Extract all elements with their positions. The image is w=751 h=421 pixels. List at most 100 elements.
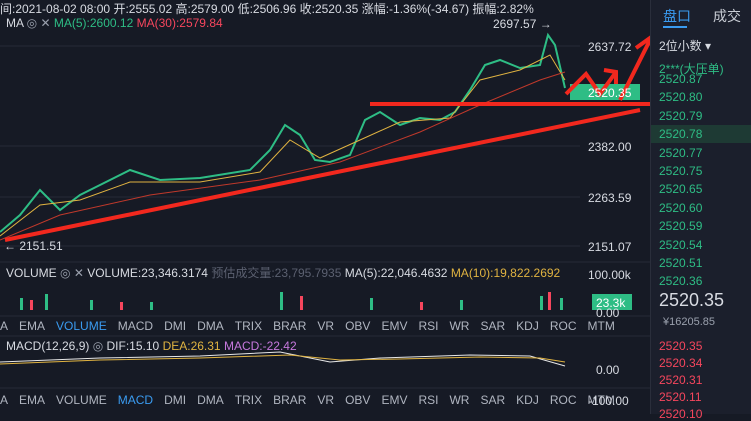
indicator-tab[interactable]: KDJ bbox=[516, 393, 539, 407]
indicator-tab[interactable]: BRAR bbox=[273, 393, 307, 407]
high-annotation: 2697.57 → bbox=[493, 17, 552, 31]
macd-label: MACD(12,26,9) bbox=[6, 339, 90, 353]
ask-price: 2520.79 bbox=[659, 108, 703, 123]
order-panel: 盘口 成交 2位小数 ▾ 2***(大压单) 2520.87 2520.80 252… bbox=[650, 0, 751, 421]
ask-price: 2520.87 bbox=[659, 72, 703, 86]
indicator-tab[interactable]: DMA bbox=[197, 393, 224, 407]
ask-price: 2520.65 bbox=[659, 182, 703, 197]
amplitude: 振幅:2.82% bbox=[472, 2, 534, 16]
indicator-tab[interactable]: EMA bbox=[19, 319, 46, 333]
dea: DEA:26.31 bbox=[162, 339, 221, 353]
tab-trades[interactable]: 成交 bbox=[713, 8, 741, 24]
indicator-tab[interactable]: OBV bbox=[345, 319, 371, 333]
low-annotation: ← 2151.51 bbox=[4, 239, 63, 253]
chart-canvas bbox=[0, 32, 650, 389]
macd-axis-bottom-text: -100.00 bbox=[588, 394, 629, 408]
ma5: MA(5):2600.12 bbox=[53, 16, 134, 30]
ask-price: 2520.78 bbox=[659, 127, 703, 142]
volume-current-tag: 23.3k bbox=[596, 296, 626, 310]
indicator-tab[interactable]: WR bbox=[449, 393, 470, 407]
volume-tag-bg bbox=[592, 294, 632, 310]
ask-price: 2520.77 bbox=[659, 145, 703, 160]
indicator-tab[interactable]: VOLUME bbox=[56, 393, 107, 407]
indicator-tab[interactable]: MACD bbox=[117, 319, 154, 333]
ask-price: 2520.51 bbox=[659, 256, 703, 270]
ma30: MA(30):2579.84 bbox=[136, 16, 223, 30]
close: 收:2520.35 bbox=[299, 2, 359, 16]
indicator-tabs: A EMA VOLUME MACD DMI DMA TRIX BRAR VR OBV EMV RSI W… bbox=[0, 393, 626, 407]
last-price: 2520.35 bbox=[659, 290, 725, 310]
indicator-tab[interactable]: TRIX bbox=[234, 319, 263, 333]
ma-line bbox=[0, 54, 566, 237]
volume-bars-red bbox=[30, 292, 551, 310]
indicator-tab[interactable]: SAR bbox=[480, 393, 506, 407]
ask-price: 2520.54 bbox=[659, 237, 703, 252]
volume-bars bbox=[20, 292, 563, 310]
bid-price: 2520.34 bbox=[659, 356, 703, 370]
indicator-tab[interactable]: EMA bbox=[19, 393, 46, 407]
ask-price: 2520.80 bbox=[659, 90, 703, 105]
volume-value: VOLUME:23,346.3174 bbox=[87, 266, 208, 280]
low: 低:2506.96 bbox=[237, 2, 297, 16]
indicator-tab[interactable]: KDJ bbox=[516, 319, 539, 333]
drawn-arrows bbox=[4, 35, 650, 242]
indicator-tab[interactable]: ROC bbox=[549, 319, 577, 333]
bid-price: 2520.11 bbox=[659, 390, 702, 404]
indicator-tab[interactable]: ROC bbox=[549, 393, 577, 407]
highlight-row bbox=[651, 125, 751, 143]
tab-book[interactable]: 盘口 bbox=[663, 8, 691, 24]
indicator-tab[interactable]: BRAR bbox=[273, 319, 307, 333]
volume-legend: VOLUME ◎ ✕ VOLUME:23,346.3174 预估成交量:23,7… bbox=[6, 266, 561, 280]
indicator-tab[interactable]: DMI bbox=[164, 319, 187, 333]
volume-label: VOLUME bbox=[6, 266, 57, 280]
indicator-tab[interactable]: OBV bbox=[345, 393, 371, 407]
grid bbox=[0, 45, 650, 389]
dif: DIF:15.10 bbox=[106, 339, 160, 353]
ask-price: 2520.60 bbox=[659, 200, 703, 215]
indicator-tab[interactable]: TRIX bbox=[234, 393, 263, 407]
volume-axis-top: 100.00k bbox=[588, 268, 631, 282]
last-cny: ¥16205.85 bbox=[663, 316, 715, 328]
price-axis-label: 2637.72 bbox=[588, 40, 632, 54]
indicator-tab[interactable]: RSI bbox=[418, 393, 439, 407]
ma-legend: MA ◎ ✕ MA(5):2600.12 MA(30):2579.84 bbox=[6, 16, 223, 30]
indicator-tab[interactable]: EMV bbox=[381, 319, 408, 333]
price-axis-label: 2382.00 bbox=[588, 140, 632, 154]
volume-ma10: MA(10):19,822.2692 bbox=[450, 266, 561, 280]
indicator-tab[interactable]: VOLUME bbox=[56, 319, 107, 333]
indicator-tab[interactable]: SAR bbox=[480, 319, 506, 333]
macd-value: MACD:-22.42 bbox=[223, 339, 297, 353]
indicator-tab[interactable]: MTM bbox=[587, 393, 615, 407]
macd-legend: MACD(12,26,9) ◎ DIF:15.10 DEA:26.31 MACD… bbox=[6, 339, 297, 353]
high: 高:2579.00 bbox=[175, 2, 235, 16]
indicator-tabs: A EMA VOLUME MACD DMI DMA TRIX BRAR VR OBV EMV RSI W… bbox=[0, 319, 626, 333]
bid-price: 2520.35 bbox=[659, 339, 703, 353]
dif-line bbox=[0, 351, 566, 367]
tab-underline bbox=[663, 26, 687, 28]
indicator-tab[interactable]: A bbox=[0, 393, 9, 407]
indicator-tab[interactable]: EMV bbox=[381, 393, 408, 407]
indicator-tab[interactable]: WR bbox=[449, 319, 470, 333]
indicator-tab[interactable]: VR bbox=[317, 393, 335, 407]
price-axis-label: 2263.59 bbox=[588, 191, 632, 205]
indicator-tab[interactable]: DMA bbox=[197, 319, 224, 333]
volume-estimate: 预估成交量:23,795.7935 bbox=[211, 266, 342, 280]
macd-axis-bottom: -100.00 bbox=[588, 394, 629, 408]
bid-price: 2520.31 bbox=[659, 373, 703, 387]
decimals-select[interactable]: 2位小数 ▾ bbox=[659, 39, 712, 53]
price-line bbox=[0, 32, 566, 233]
macd-axis-zero: 0.00 bbox=[596, 363, 620, 377]
indicator-tab[interactable]: A bbox=[0, 319, 9, 333]
ask-price: 2520.36 bbox=[659, 274, 703, 289]
indicator-tab[interactable]: MACD bbox=[117, 393, 154, 407]
indicator-tab[interactable]: RSI bbox=[418, 319, 439, 333]
indicator-tab[interactable]: DMI bbox=[164, 393, 187, 407]
time: 间:2021-08-02 08:00 bbox=[0, 2, 111, 16]
indicator-tab[interactable]: VR bbox=[317, 319, 335, 333]
open: 开:2555.02 bbox=[113, 2, 173, 16]
indicator-tab[interactable]: MTM bbox=[587, 319, 615, 333]
change: 涨幅:-1.36%(-34.67) bbox=[361, 2, 470, 16]
ohlc-bar: 间:2021-08-02 08:00 开:2555.02 高:2579.00 低… bbox=[0, 0, 534, 17]
ask-price: 2520.75 bbox=[659, 164, 703, 178]
